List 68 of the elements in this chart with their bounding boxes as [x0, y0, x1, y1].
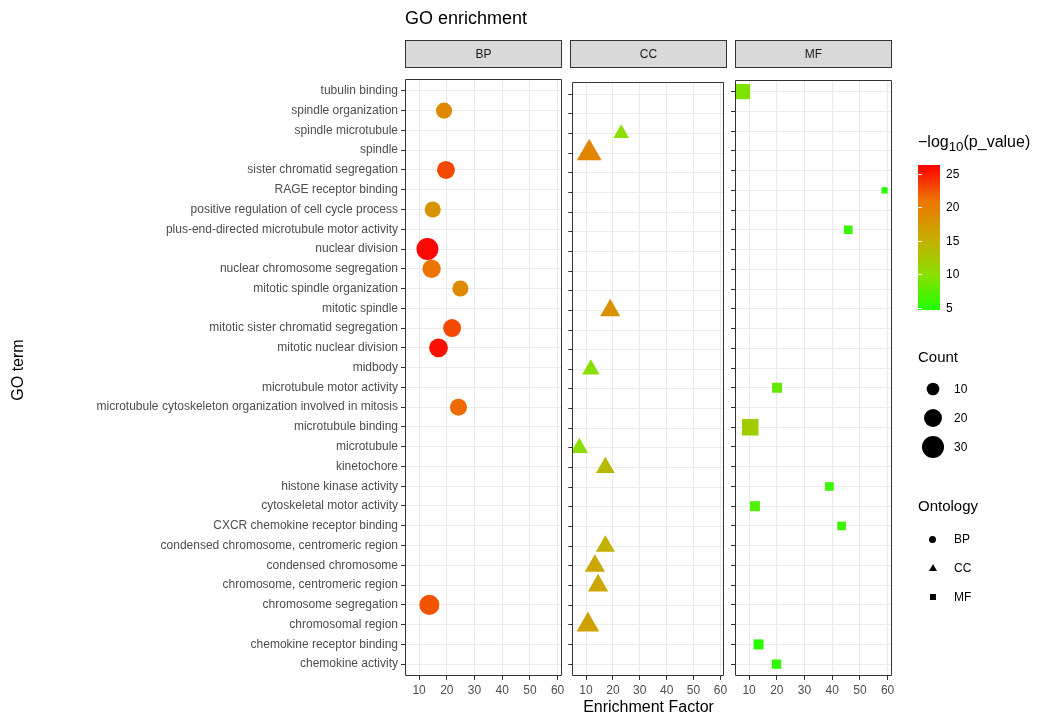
y-tick-label: chromosome, centromeric region: [222, 577, 398, 592]
color-bar-label: 10: [946, 267, 960, 282]
y-tick-label: chromosome segregation: [262, 597, 398, 612]
x-tick-label: 10: [742, 682, 757, 697]
x-tick-label: 50: [523, 682, 537, 697]
color-bar-label: 20: [946, 200, 960, 215]
x-tick-label: 20: [440, 682, 454, 697]
y-axis-title: GO term: [9, 339, 27, 401]
y-tick-label: chromosomal region: [289, 616, 398, 631]
text: BP: [954, 532, 971, 546]
y-tick-label: microtubule: [335, 439, 399, 453]
x-tick-label: 40: [825, 682, 840, 697]
legend-title: Count: [918, 348, 959, 365]
y-tick-label: spindle organization: [291, 102, 398, 117]
x-tick-label: 30: [467, 682, 482, 697]
y-tick-label: spindle microtubule: [294, 122, 399, 137]
y-tick-label: mitotic nuclear division: [277, 340, 398, 355]
y-tick-label: nuclear chromosome segregation: [219, 261, 398, 276]
x-tick-label: 40: [495, 682, 510, 697]
x-tick-label: 60: [550, 682, 565, 697]
x-tick-label: 30: [633, 682, 647, 697]
y-tick-label: microtubule cytoskeleton organization involved in mitosis: [96, 399, 398, 414]
y-tick-label: chemokine receptor binding: [250, 636, 398, 651]
y-tick-label: sister chromatid segregation: [247, 162, 398, 177]
text: CC: [954, 561, 972, 575]
legend-title: Ontology: [918, 497, 979, 514]
y-tick-label: midbody: [352, 359, 398, 374]
x-tick-label: 50: [853, 682, 867, 697]
text: BP: [405, 40, 562, 68]
y-tick-label: microtubule binding: [293, 419, 398, 434]
x-tick-label: 60: [713, 682, 728, 697]
y-tick-label: condensed chromosome: [266, 557, 399, 572]
x-tick-label: 30: [797, 682, 812, 697]
y-tick-label: CXCR chemokine receptor binding: [213, 518, 398, 533]
y-tick-label: nuclear division: [315, 241, 398, 256]
legend-label: 30: [954, 440, 968, 454]
x-axis-title: Enrichment Factor: [583, 698, 714, 716]
y-tick-label: RAGE receptor binding: [274, 182, 398, 197]
x-tick-label: 20: [770, 682, 784, 697]
legend-label: 10: [954, 382, 968, 396]
y-tick-label: mitotic spindle organization: [253, 280, 398, 295]
color-bar-label: 15: [946, 233, 960, 248]
color-bar-label: 25: [946, 166, 960, 181]
x-tick-label: 10: [579, 682, 593, 697]
legend-label: 20: [954, 411, 968, 425]
x-tick-label: 60: [880, 682, 895, 697]
y-tick-label: cytoskeletal motor activity: [261, 498, 398, 513]
chart-subtitle: MF: [735, 40, 892, 68]
y-tick-label: mitotic sister chromatid segregation: [209, 320, 398, 335]
y-tick-label: condensed chromosome, centromeric region: [160, 537, 398, 552]
x-tick-label: 40: [659, 682, 674, 697]
chart-title: GO enrichment: [405, 8, 528, 29]
y-tick-label: histone kinase activity: [281, 478, 398, 493]
x-tick-label: 10: [412, 682, 427, 697]
color-bar-label: 5: [946, 300, 953, 315]
y-tick-label: spindle: [359, 142, 399, 157]
y-tick-label: positive regulation of cell cycle process: [190, 201, 398, 216]
y-tick-label: microtubule motor activity: [261, 379, 398, 394]
y-tick-label: plus-end-directed microtubule motor activity: [165, 221, 398, 236]
y-tick-label: mitotic spindle: [321, 300, 399, 315]
x-tick-label: 20: [606, 682, 620, 697]
y-tick-label: tubulin binding: [320, 83, 398, 98]
text: CC: [570, 40, 727, 68]
text: MF: [954, 590, 972, 604]
color-bar-title: −log$_{10}$(p_value): [918, 133, 1031, 155]
y-tick-label: kinetochore: [335, 458, 399, 473]
y-tick-label: chemokine activity: [299, 656, 398, 671]
x-tick-label: 50: [686, 682, 701, 697]
